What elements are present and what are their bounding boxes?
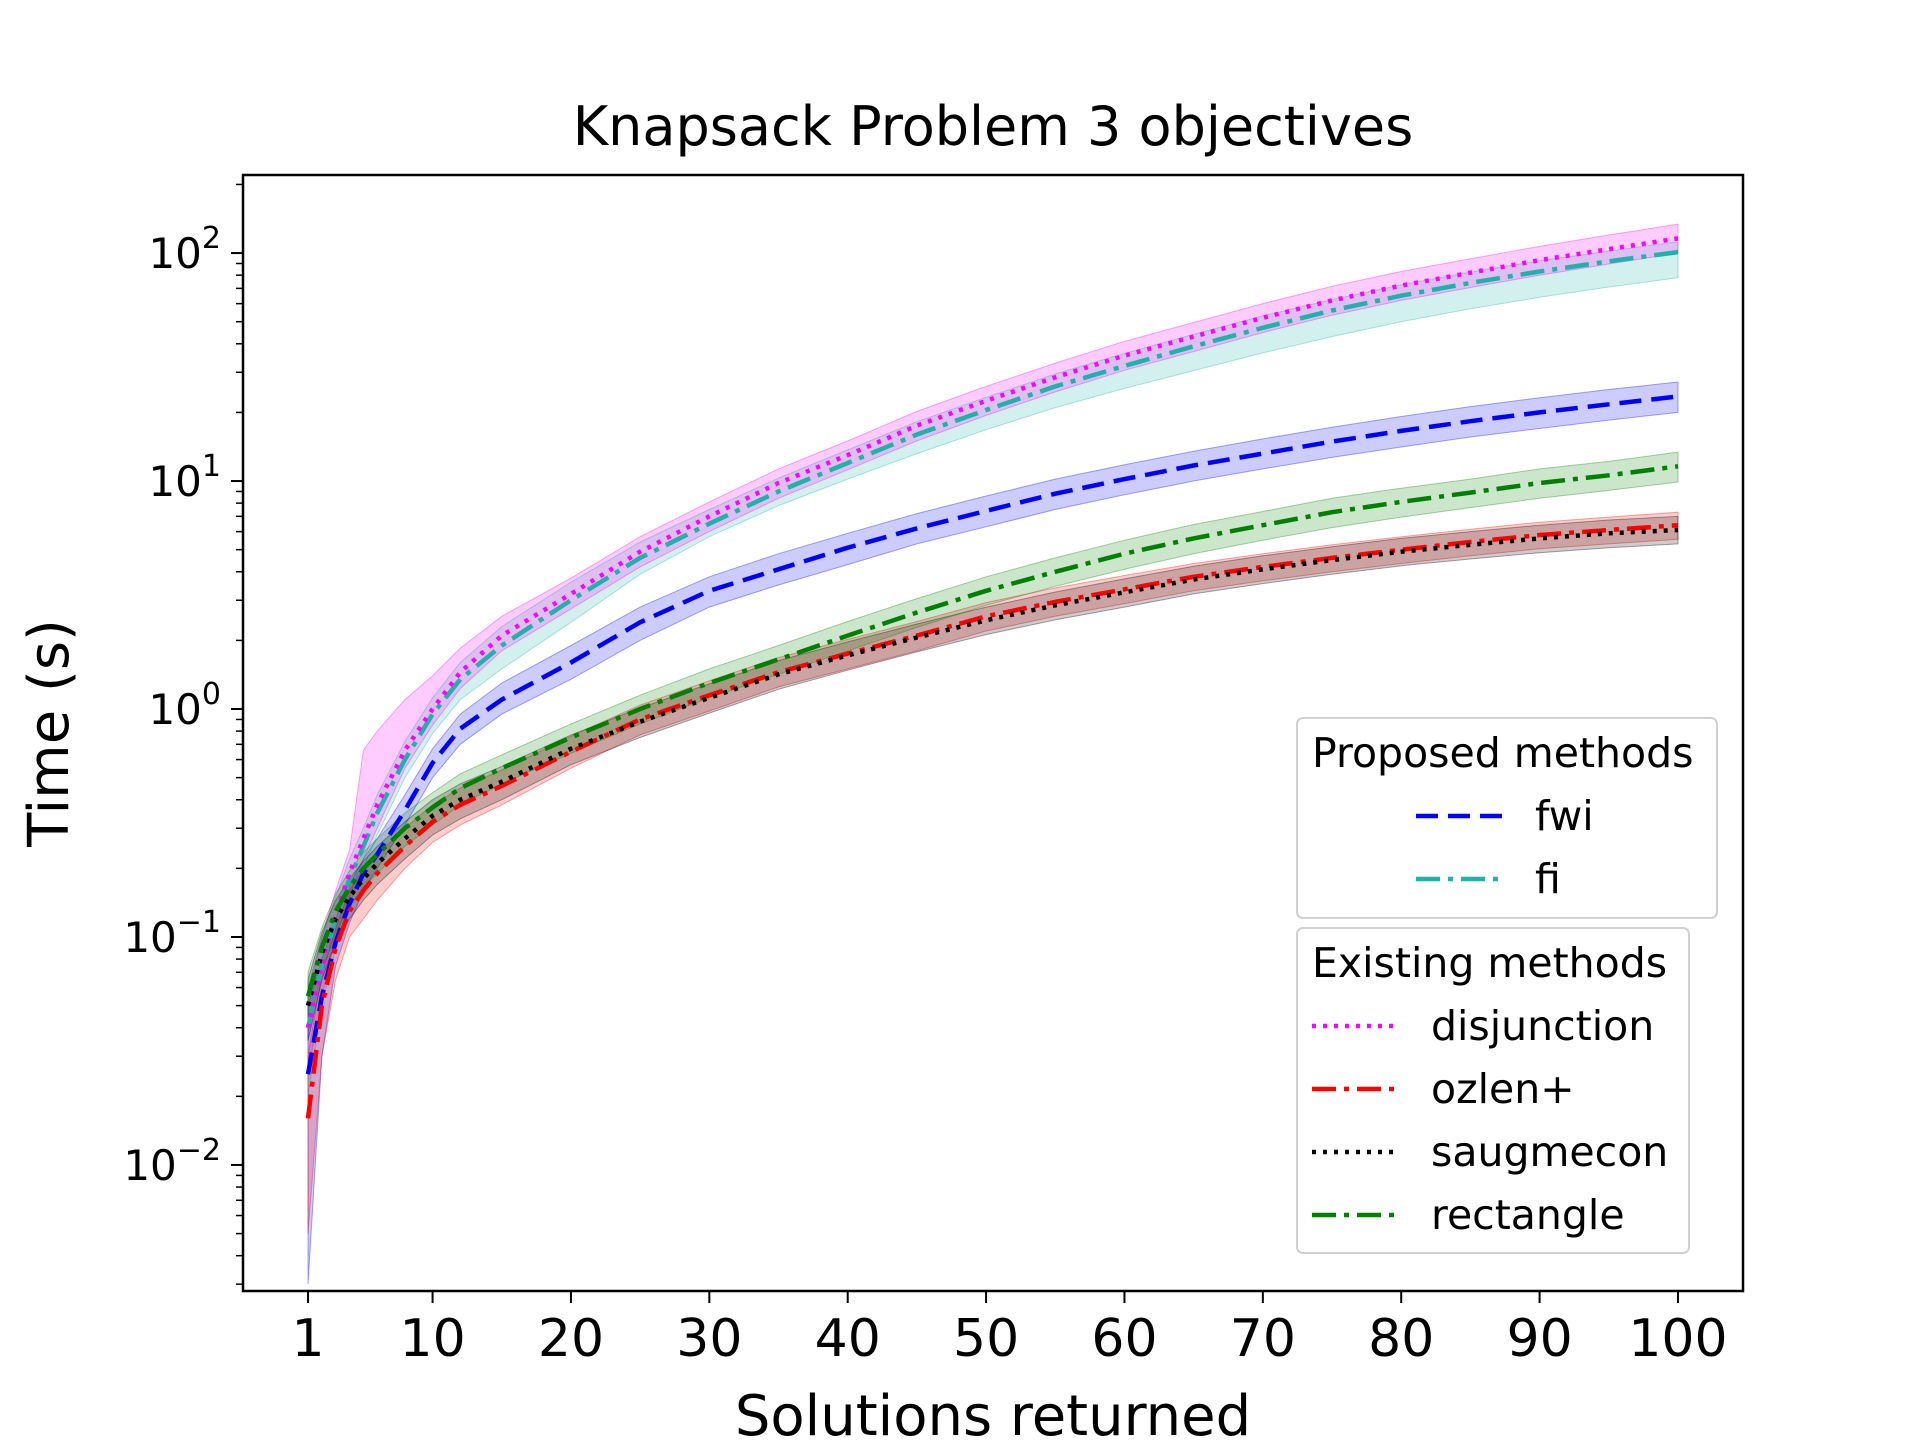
legend-group-proposed-methods: Proposed methods fwi fi <box>1296 717 1718 919</box>
line-fwi <box>305 394 1679 1075</box>
legend-box <box>1296 717 1718 919</box>
legend: Proposed methods fwi fi Existing methods dis… <box>1296 717 1718 1254</box>
y-tick-label: 101 <box>148 449 221 506</box>
x-axis-label: Solutions returned <box>735 1384 1251 1440</box>
x-tick-label: 80 <box>1368 1309 1434 1369</box>
x-tick-label: 50 <box>953 1309 1019 1369</box>
legend-label-disjunction: disjunction <box>1431 1002 1654 1050</box>
x-tick-label: 1 <box>291 1309 324 1369</box>
x-tick-label: 10 <box>399 1309 465 1369</box>
line-ozlen <box>305 522 1679 1119</box>
legend-box <box>1296 927 1690 1254</box>
legend-label-saugmecon: saugmecon <box>1431 1128 1668 1176</box>
line-fi <box>305 249 1679 1029</box>
x-tick-label: 100 <box>1628 1309 1727 1369</box>
band-saugmecon <box>307 515 1679 1042</box>
band-fi <box>307 241 1679 1097</box>
x-tick-label: 40 <box>815 1309 881 1369</box>
legend-label-fi: fi <box>1535 855 1561 903</box>
band-ozlen <box>307 511 1679 1234</box>
legend-title: Proposed methods <box>1312 729 1694 777</box>
x-tick-label: 70 <box>1230 1309 1296 1369</box>
line-saugmecon <box>305 527 1679 1007</box>
x-tick-label: 90 <box>1507 1309 1573 1369</box>
y-tick-label: 10−1 <box>123 905 221 962</box>
legend-title: Existing methods <box>1312 939 1667 987</box>
y-tick-label: 100 <box>148 677 221 734</box>
x-axis-ticks: 1 10 20 30 40 50 60 70 80 90 100 <box>291 1291 1728 1369</box>
band-fwi <box>307 381 1679 1285</box>
line-rectangle <box>305 464 1679 997</box>
legend-label-fwi: fwi <box>1535 792 1594 840</box>
x-tick-label: 30 <box>676 1309 742 1369</box>
x-tick-label: 20 <box>538 1309 604 1369</box>
y-tick-label: 102 <box>148 221 221 278</box>
line-disjunction <box>305 236 1679 1029</box>
x-tick-label: 60 <box>1091 1309 1157 1369</box>
y-axis-ticks: 10−2 10−1 100 101 102 <box>123 183 243 1285</box>
legend-group-existing-methods: Existing methods disjunction ozlen+ saugmec… <box>1296 927 1690 1254</box>
legend-label-ozlen: ozlen+ <box>1431 1065 1575 1113</box>
confidence-bands <box>307 223 1679 1285</box>
y-tick-label: 10−2 <box>123 1133 221 1190</box>
chart-title: Knapsack Problem 3 objectives <box>573 95 1414 158</box>
y-axis-label: Time (s) <box>17 619 82 848</box>
series-lines <box>305 236 1679 1119</box>
plot-frame <box>241 173 1745 1293</box>
legend-label-rectangle: rectangle <box>1431 1191 1625 1239</box>
